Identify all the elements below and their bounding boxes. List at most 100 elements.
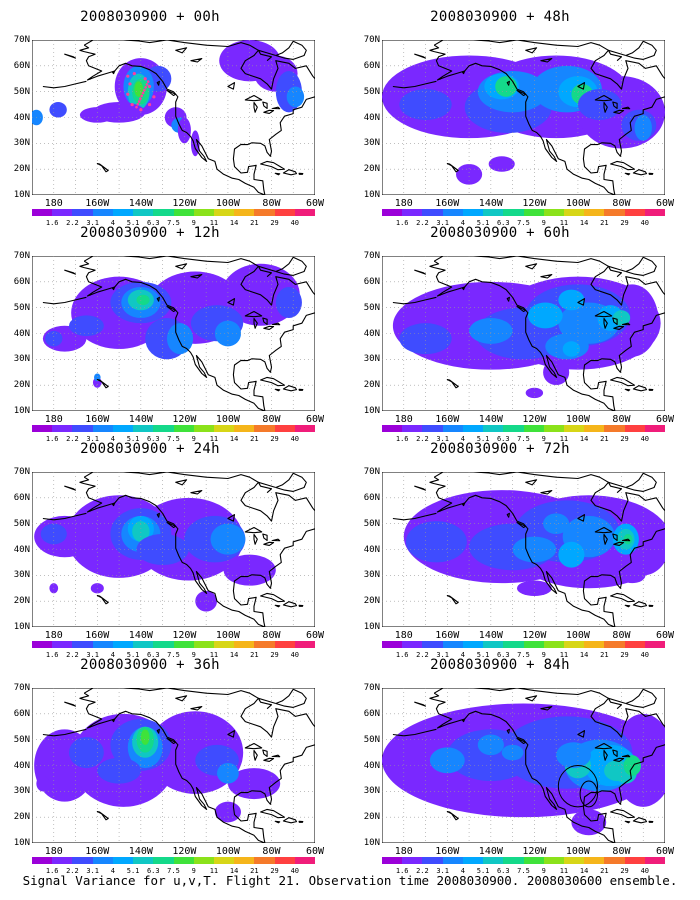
latitude-label: 60N bbox=[13, 276, 30, 287]
colorbar-label: 2.2 bbox=[66, 867, 79, 875]
latitude-label: 60N bbox=[13, 60, 30, 71]
colorbar-label: 11 bbox=[209, 651, 219, 659]
variance-map bbox=[32, 40, 315, 195]
colorbar-label: 6.3 bbox=[496, 867, 510, 875]
colorbar-label: 14 bbox=[229, 867, 239, 875]
longitude-label: 80W bbox=[262, 198, 281, 209]
panel-00h: 2008030900 + 00h 70N 60N 50N 40N 30N 20N 10N 18… bbox=[0, 8, 324, 227]
colorbar-swatch bbox=[153, 209, 174, 216]
colorbar-swatch bbox=[294, 857, 316, 864]
colorbar-label: 2.2 bbox=[416, 867, 429, 875]
longitude-label: 100W bbox=[215, 846, 240, 857]
latitude-label: 50N bbox=[13, 302, 30, 313]
longitude-label: 140W bbox=[128, 630, 153, 641]
colorbar-swatch bbox=[32, 209, 53, 216]
longitude-label: 140W bbox=[478, 414, 503, 425]
latitude-label: 30N bbox=[13, 138, 30, 149]
colorbar-swatch bbox=[52, 425, 73, 432]
colorbar-swatch bbox=[52, 209, 73, 216]
longitude-label: 120W bbox=[522, 414, 547, 425]
panel-84h: 2008030900 + 84h 70N 60N 50N 40N 30N 20N 10N 18… bbox=[350, 656, 674, 875]
colorbar-label: 9 bbox=[191, 867, 196, 875]
colorbar-label: 21 bbox=[600, 651, 609, 659]
colorbar-swatch bbox=[112, 209, 134, 216]
colorbar-swatch bbox=[133, 857, 154, 864]
latitude-label: 30N bbox=[363, 138, 380, 149]
colorbar-label: 21 bbox=[250, 435, 259, 443]
colorbar bbox=[382, 857, 666, 867]
colorbar-label: 29 bbox=[270, 435, 279, 443]
longitude-label: 140W bbox=[478, 198, 503, 209]
colorbar-swatch bbox=[503, 641, 524, 648]
colorbar-label: 2.2 bbox=[416, 435, 429, 443]
longitude-label: 160W bbox=[85, 846, 110, 857]
colorbar-swatch bbox=[274, 857, 295, 864]
longitude-label: 100W bbox=[215, 198, 240, 209]
longitude-label: 100W bbox=[565, 198, 590, 209]
colorbar-label: 7.5 bbox=[167, 219, 180, 227]
latitude-label: 40N bbox=[13, 112, 30, 123]
colorbar-swatch bbox=[483, 641, 504, 648]
colorbar-label: 14 bbox=[229, 435, 239, 443]
colorbar-swatch bbox=[382, 209, 403, 216]
colorbar-label: 21 bbox=[600, 219, 609, 227]
colorbar-label: 7.5 bbox=[517, 219, 530, 227]
latitude-label: 60N bbox=[363, 708, 380, 719]
longitude-label: 140W bbox=[128, 846, 153, 857]
colorbar-label: 11 bbox=[209, 435, 219, 443]
latitude-label: 50N bbox=[13, 734, 30, 745]
colorbar-swatch bbox=[153, 425, 174, 432]
colorbar-swatch bbox=[112, 857, 134, 864]
colorbar-swatch bbox=[462, 209, 484, 216]
colorbar-swatch bbox=[604, 209, 625, 216]
colorbar-swatch bbox=[382, 857, 403, 864]
colorbar-label: 11 bbox=[209, 867, 219, 875]
colorbar-label: 9 bbox=[191, 651, 196, 659]
longitude-label: 80W bbox=[612, 414, 631, 425]
colorbar-label: 11 bbox=[209, 219, 219, 227]
latitude-label: 20N bbox=[363, 596, 380, 607]
longitude-label: 180 bbox=[394, 846, 413, 857]
colorbar-label: 3.1 bbox=[436, 219, 449, 227]
colorbar-label: 1.6 bbox=[45, 435, 59, 443]
colorbar-label: 4 bbox=[460, 435, 465, 443]
colorbar-label: 9 bbox=[541, 435, 546, 443]
colorbar-swatch bbox=[193, 641, 214, 648]
longitude-label: 160W bbox=[85, 414, 110, 425]
colorbar-swatch bbox=[442, 209, 463, 216]
colorbar-swatch bbox=[543, 857, 564, 864]
latitude-label: 50N bbox=[13, 86, 30, 97]
colorbar-label: 2.2 bbox=[66, 651, 79, 659]
colorbar-swatch bbox=[604, 641, 625, 648]
panel-48h: 2008030900 + 48h 70N 60N 50N 40N 30N 20N 10N 18… bbox=[350, 8, 674, 227]
colorbar-label: 4 bbox=[460, 651, 465, 659]
colorbar-label: 4 bbox=[460, 219, 465, 227]
longitude-label: 120W bbox=[172, 198, 197, 209]
longitude-label: 60W bbox=[655, 846, 675, 857]
longitude-label: 60W bbox=[655, 198, 675, 209]
colorbar-swatch bbox=[644, 641, 666, 648]
longitude-label: 80W bbox=[262, 846, 281, 857]
colorbar-labels: 1.6 2.2 3.1 4 5.1 6.3 7.5 9 11 14 21 29 40 bbox=[382, 867, 665, 877]
colorbar-swatch bbox=[92, 425, 113, 432]
longitude-label: 100W bbox=[215, 414, 240, 425]
colorbar-label: 3.1 bbox=[436, 867, 449, 875]
colorbar-swatch bbox=[274, 209, 295, 216]
colorbar-swatch bbox=[442, 857, 463, 864]
longitude-label: 120W bbox=[172, 630, 197, 641]
longitude-label: 140W bbox=[128, 414, 153, 425]
colorbar-label: 40 bbox=[640, 651, 649, 659]
latitude-label: 30N bbox=[363, 354, 380, 365]
latitude-label: 30N bbox=[13, 354, 30, 365]
longitude-label: 80W bbox=[612, 846, 631, 857]
colorbar-label: 6.3 bbox=[146, 435, 160, 443]
colorbar-swatch bbox=[462, 641, 484, 648]
longitude-label: 140W bbox=[478, 846, 503, 857]
colorbar-label: 29 bbox=[620, 651, 629, 659]
colorbar-swatch bbox=[543, 641, 564, 648]
colorbar-swatch bbox=[543, 209, 564, 216]
variance-map bbox=[32, 256, 315, 411]
colorbar-label: 4 bbox=[110, 651, 115, 659]
colorbar-swatch bbox=[213, 209, 235, 216]
colorbar bbox=[382, 641, 666, 651]
